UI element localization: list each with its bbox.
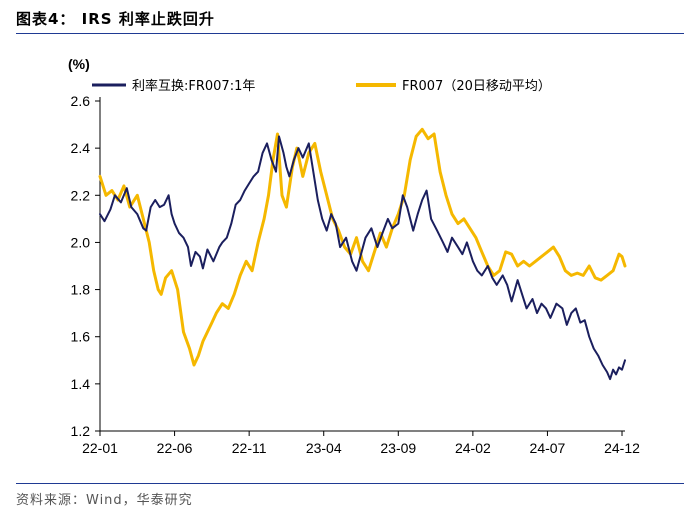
- x-tick-label: 22-11: [232, 440, 267, 456]
- y-tick-label: 2.4: [71, 140, 91, 156]
- y-tick-label: 1.8: [71, 282, 91, 298]
- x-tick-label: 24-02: [455, 440, 491, 456]
- series-line-irs: [99, 135, 626, 381]
- x-tick-label: 22-01: [82, 440, 118, 456]
- y-tick-label: 2.6: [71, 93, 91, 109]
- plot-area: [98, 127, 627, 381]
- x-tick-label: 23-09: [380, 440, 416, 456]
- x-tick-label: 23-04: [306, 440, 342, 456]
- line-chart: (%) 利率互换:FR007:1年 FR007（20日移动平均） 1.21.41…: [68, 56, 641, 456]
- title-divider: [16, 33, 684, 34]
- y-tick-label: 1.2: [71, 423, 91, 439]
- legend-label-irs: 利率互换:FR007:1年: [132, 78, 255, 94]
- y-tick-label: 1.6: [71, 329, 91, 345]
- series-line-fr007-ma: [98, 127, 627, 367]
- figure-title: 图表4： IRS 利率止跌回升: [16, 10, 215, 28]
- axes: 1.2 1.4 1.6 1.8 2.0 2.2 2.4 2.6 22-01 22-06 22-11 2…: [71, 93, 641, 456]
- legend-label-fr007-ma: FR007（20日移动平均）: [402, 79, 551, 94]
- x-tick-label: 24-07: [530, 440, 566, 456]
- x-tick-label: 24-12: [604, 440, 640, 456]
- x-tick-label: 22-06: [157, 440, 193, 456]
- y-tick-label: 2.2: [71, 187, 91, 203]
- legend: 利率互换:FR007:1年 FR007（20日移动平均）: [92, 78, 551, 94]
- source-note: 资料来源：Wind，华泰研究: [16, 493, 193, 508]
- footer-divider: [16, 483, 684, 484]
- y-tick-label: 2.0: [71, 234, 91, 250]
- y-tick-label: 1.4: [71, 376, 91, 392]
- y-unit-label: (%): [68, 56, 90, 72]
